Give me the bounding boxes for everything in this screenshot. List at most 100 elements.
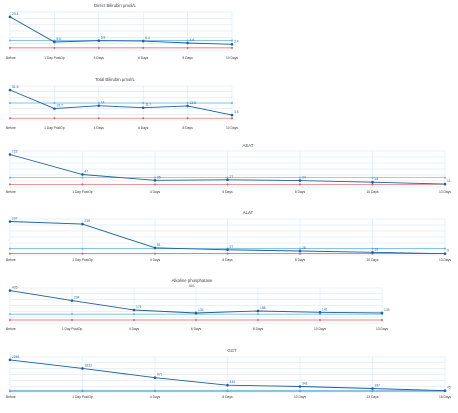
series-main [8,289,384,315]
data-point [231,46,233,49]
tick-label: Before [6,395,16,399]
data-label: 18 [375,177,379,181]
data-label: 31.5 [12,85,19,89]
data-point [153,246,157,250]
data-point [97,39,101,43]
tick-label: 8 Days [253,327,264,331]
data-label: 3.5 [234,110,239,114]
chart-subtitle: IU/L [189,284,195,288]
data-point [9,117,11,120]
tick-label: 1 Day PostOp [44,126,65,130]
data-label: 10.7 [56,104,63,108]
data-label: 11.7 [145,103,151,107]
data-point [380,311,384,315]
series-upper-ref [9,389,446,392]
data-point [81,247,84,250]
data-point [9,247,11,250]
chart-grid [9,11,233,51]
chart-2: Total Bilirubin µmol/L 31.5 10.7 14 11.7 13.8… [6,77,239,130]
data-point [70,299,74,302]
data-point [226,183,229,186]
data-label: 14 [101,101,105,105]
data-label: 27 [230,175,234,179]
data-point [186,104,189,108]
data-label: 45 [447,386,451,390]
tick-label: 8 Days [182,56,193,60]
data-label: 37 [230,245,234,249]
chart-title: ASAT [243,143,254,148]
data-point [97,102,100,104]
data-point [53,102,56,104]
data-point [81,252,84,255]
data-point [444,247,446,250]
tick-label: 4 Days [94,56,105,60]
data-point [371,183,374,186]
data-point [195,318,197,321]
data-point [9,39,11,42]
data-point [53,46,56,49]
data-point [71,313,73,316]
data-label: 133 [384,308,390,312]
data-point [443,252,447,256]
data-label: 158 [260,306,266,310]
data-point [299,252,301,255]
tick-label: 8 Days [222,395,233,399]
tick-label: 10 Days [226,56,238,60]
data-point [141,39,145,43]
tick-label: Before [6,327,16,331]
chart-grid [9,287,383,324]
series-main [8,153,447,186]
data-point [132,308,136,312]
data-label: 3.4 [234,39,239,43]
data-label: 141 [322,307,328,311]
tick-label: Before [6,258,16,262]
data-point [443,182,447,186]
data-label: 24 [302,176,306,180]
data-label: 1633 [85,363,93,367]
data-point [8,220,12,223]
data-point [226,178,229,182]
data-label: 219 [85,219,91,223]
chart-title: ALAT [243,210,254,215]
data-point [226,389,229,392]
data-point [154,176,156,179]
tick-label: 13 Days [439,190,451,194]
data-point [231,39,233,42]
data-label: 9 [447,249,449,253]
series-main [8,358,447,392]
data-point [298,179,302,182]
tick-label: 13 Days [366,395,378,399]
chart-title: GGT [227,348,237,353]
data-point [226,248,229,252]
data-point [298,249,302,253]
data-point [226,252,229,255]
series-lower-ref [9,117,233,120]
tick-label: 6 Days [222,190,233,194]
tick-label: Before [6,56,16,60]
data-point [186,39,189,42]
tick-label: 10 Days [314,327,326,331]
data-label: 6.8 [101,36,106,40]
series-main [8,220,447,256]
tick-label: 13 Days [439,258,451,262]
data-point [97,104,101,107]
data-label: 19 [375,247,379,251]
data-point [371,180,374,184]
data-label: 2246 [12,355,20,359]
data-label: 132 [198,308,204,312]
data-point [81,173,84,176]
data-point [371,387,374,390]
data-label: 29.4 [12,12,19,16]
data-label: 426 [12,286,18,290]
data-point [153,376,157,380]
data-label: 341 [302,382,308,386]
series-lower-ref [9,46,233,49]
data-point [186,102,189,104]
chart-grid [9,218,446,256]
series-upper-ref [9,102,233,104]
data-point [257,313,259,316]
tick-label: 6 Days [222,258,233,262]
data-point [298,385,302,388]
tick-label: 6 Days [138,126,149,130]
data-point [133,313,135,316]
